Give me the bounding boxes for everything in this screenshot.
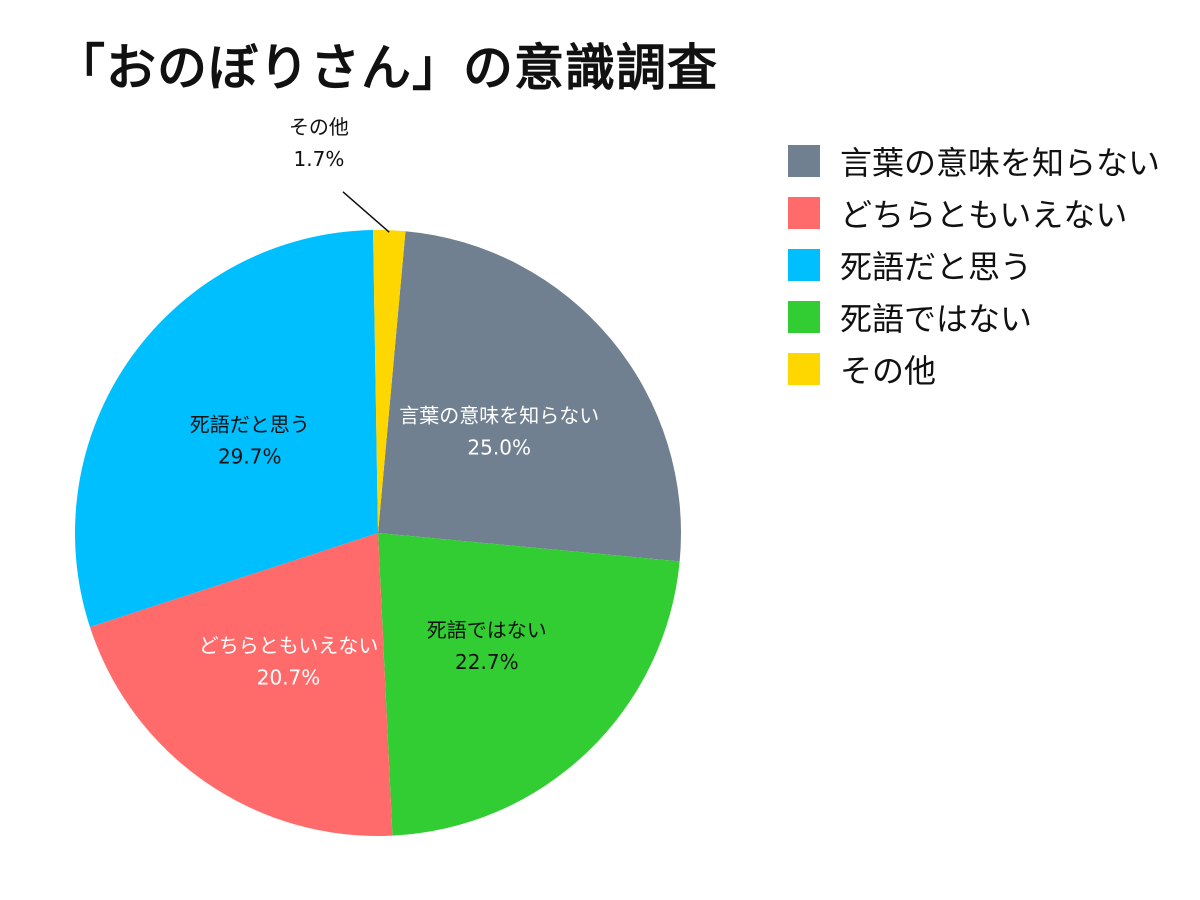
pie-chart: 言葉の意味を知らない 25.0% 死語ではない 22.7% どちらともいえない 20.7%… [74, 115, 681, 836]
legend-item-1: どちらともいえない [788, 187, 1160, 239]
legend-item-0: 言葉の意味を知らない [788, 135, 1160, 187]
legend-label: その他 [840, 352, 937, 390]
legend-item-2: 死語だと思う [788, 239, 1160, 291]
slice-label-4: その他 [289, 115, 349, 139]
slice-1 [378, 533, 680, 836]
slice-value-0: 25.0% [467, 435, 531, 459]
leader-line-4 [342, 191, 390, 233]
legend-swatch [788, 301, 820, 333]
legend-label: 死語だと思う [840, 248, 1033, 286]
slice-label-2: どちらともいえない [199, 634, 379, 658]
slice-label-0: 言葉の意味を知らない [399, 403, 599, 427]
legend-swatch [788, 145, 820, 177]
slice-0 [378, 231, 681, 562]
legend-label: どちらともいえない [840, 196, 1128, 234]
legend-item-4: その他 [788, 343, 1160, 395]
slice-label-3: 死語だと思う [190, 413, 310, 437]
slice-value-2: 20.7% [257, 666, 321, 690]
slice-value-3: 29.7% [218, 445, 282, 469]
slice-label-1: 死語ではない [427, 618, 547, 642]
slice-3 [74, 230, 378, 627]
slice-4 [373, 230, 406, 533]
legend-swatch [788, 197, 820, 229]
legend-label: 言葉の意味を知らない [840, 144, 1161, 182]
legend: 言葉の意味を知らない どちらともいえない 死語だと思う 死語ではない その他 [788, 135, 1160, 395]
legend-swatch [788, 249, 820, 281]
slice-value-1: 22.7% [455, 650, 519, 674]
chart-title: 「おのぼりさん」の意識調査 [55, 39, 718, 97]
slice-value-4: 1.7% [294, 147, 345, 171]
slice-2 [89, 533, 393, 836]
legend-label: 死語ではない [840, 300, 1033, 338]
legend-swatch [788, 353, 820, 385]
legend-item-3: 死語ではない [788, 291, 1160, 343]
